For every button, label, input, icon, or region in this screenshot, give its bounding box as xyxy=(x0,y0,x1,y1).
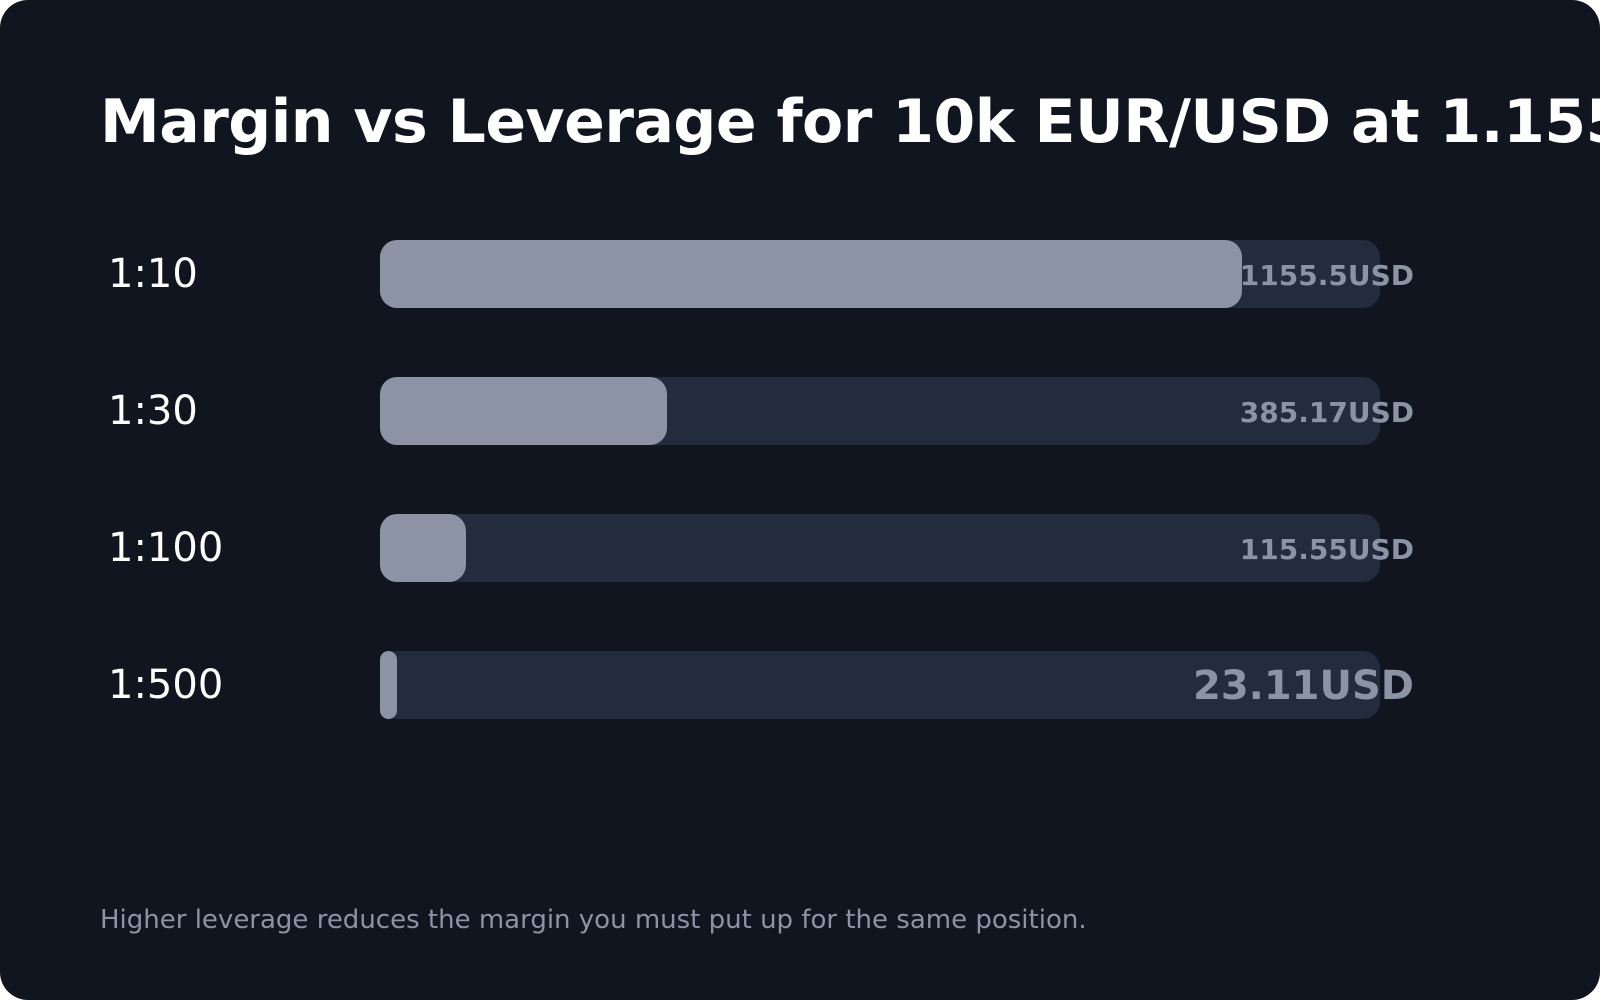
bar-label: 1:500 xyxy=(108,662,224,708)
chart-footnote: Higher leverage reduces the margin you m… xyxy=(100,905,1087,935)
bar xyxy=(380,651,398,719)
bar xyxy=(380,377,668,445)
bar-label: 1:30 xyxy=(108,388,198,434)
bar-track xyxy=(380,651,1380,719)
bar-value-label: 23.11USD xyxy=(1192,663,1414,709)
bar-label: 1:10 xyxy=(108,251,198,297)
bar xyxy=(380,240,1243,308)
bar-track xyxy=(380,514,1380,582)
bar-track xyxy=(380,240,1380,308)
bar xyxy=(380,514,467,582)
bar-value-label: 115.55USD xyxy=(1239,533,1414,566)
chart-title: Margin vs Leverage for 10k EUR/USD at 1.… xyxy=(100,87,1600,157)
bar-value-label: 1155.5USD xyxy=(1239,259,1414,292)
bar-value-label: 385.17USD xyxy=(1239,396,1414,429)
bar-label: 1:100 xyxy=(108,525,224,571)
bar-track xyxy=(380,377,1380,445)
